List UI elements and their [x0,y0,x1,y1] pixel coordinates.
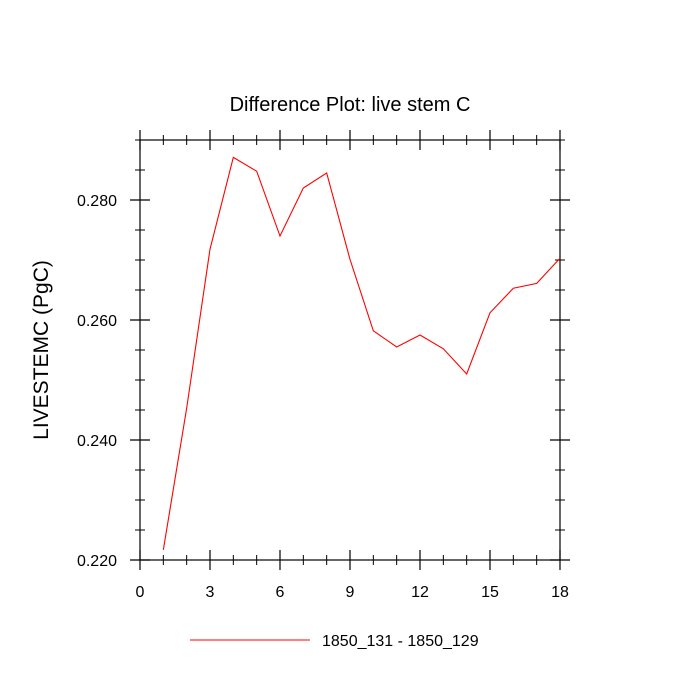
series-lines [162,156,561,550]
y-tick-label: 0.220 [77,553,117,570]
legend-label: 1850_131 - 1850_129 [322,633,479,650]
y-tick-label: 0.240 [77,433,117,450]
plot-frame [139,139,561,561]
x-tick-label: 6 [276,584,285,601]
x-tick-label: 18 [551,584,569,601]
series-line [162,156,561,550]
y-tick-label: 0.280 [77,193,117,210]
x-tick-label: 3 [206,584,215,601]
x-tick-label: 9 [346,584,355,601]
axis-ticks [130,130,570,570]
x-tick-label: 12 [411,584,429,601]
x-tick-label: 15 [481,584,499,601]
chart-title: Difference Plot: live stem C [230,94,471,116]
x-tick-label: 0 [136,584,145,601]
y-axis-label: LIVESTEMC (PgC) [30,260,53,440]
legend: 1850_131 - 1850_129 [190,633,479,650]
tick-labels: 0 3 6 9 12 15 18 0.220 0.240 0.260 0.280 [77,193,569,601]
y-tick-label: 0.260 [77,313,117,330]
